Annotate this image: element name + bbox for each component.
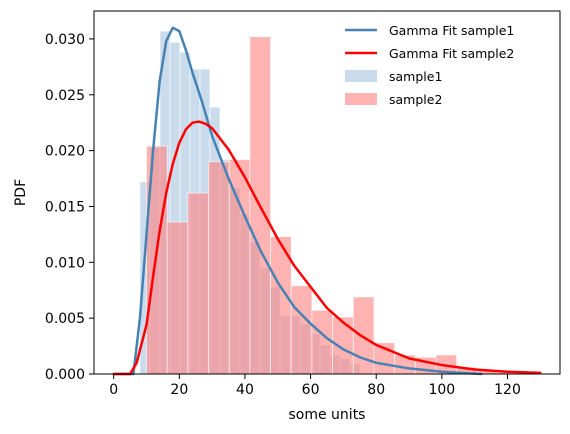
y-tick-label: 0.010 [45,255,85,271]
legend-patch-swatch [345,70,377,82]
x-tick-label: 60 [302,382,320,398]
sample2-bar [208,161,230,375]
sample2-bar [187,192,209,375]
sample2-bar [352,296,375,375]
legend-label: sample2 [389,92,442,107]
histogram-bars [139,30,540,375]
x-tick-label: 20 [170,382,188,398]
series-line-gamma-fit-sample2 [112,120,542,376]
y-tick-label: 0.015 [45,199,85,215]
y-tick-label: 0.030 [45,32,85,48]
x-tick-label: 120 [494,382,521,398]
legend-item: sample2 [345,92,442,107]
x-tick-label: 0 [109,382,118,398]
x-axis: 0 20 40 60 80 100 120 [109,374,521,398]
y-tick-label: 0.000 [45,367,85,383]
legend-label: Gamma Fit sample2 [389,46,514,61]
x-axis-label: some units [289,407,366,423]
legend-label: Gamma Fit sample1 [389,23,514,38]
legend-label: sample1 [389,69,442,84]
y-tick-label: 0.020 [45,144,85,160]
legend: Gamma Fit sample1 Gamma Fit sample2 sample… [345,23,514,107]
x-tick-label: 80 [367,382,385,398]
y-axis-label: PDF [13,179,29,206]
y-tick-label: 0.005 [45,311,85,327]
plot-frame [93,10,561,375]
y-axis: 0.000 0.005 0.010 0.015 0.020 0.025 0.030 [45,32,94,383]
legend-patch-swatch [345,93,377,105]
series-line-gamma-fit-sample1 [112,26,483,376]
x-tick-label: 100 [428,382,455,398]
sample2-bar [166,221,189,375]
sample2-bar [290,285,313,375]
fit-lines [112,26,542,376]
legend-item: Gamma Fit sample2 [345,46,514,61]
x-tick-label: 40 [236,382,254,398]
legend-item: Gamma Fit sample1 [345,23,514,38]
sample2-bar [311,309,333,375]
y-tick-label: 0.025 [45,88,85,104]
legend-item: sample1 [345,69,442,84]
sample2-bar [228,159,251,375]
